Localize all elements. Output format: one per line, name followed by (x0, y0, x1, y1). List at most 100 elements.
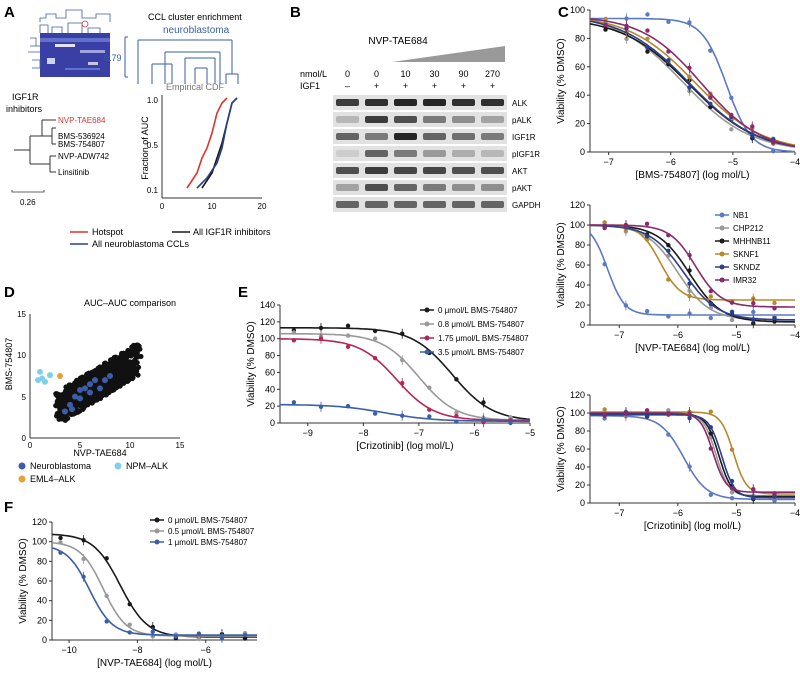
protein-label-0: ALK (512, 99, 528, 108)
y-tick-label: 100 (570, 220, 585, 230)
scatter-xtick-10: 10 (126, 441, 135, 450)
series-line-1 (590, 412, 795, 497)
blot-band-2-3 (423, 133, 446, 140)
legend-neuroblastoma-ccls: All neuroblastoma CCLs (92, 239, 190, 249)
x-tick-label: −8 (132, 645, 142, 655)
x-axis-label: [Crizotinib] (log mol/L) (644, 521, 741, 532)
legend-marker-2 (424, 335, 430, 341)
series-point-5 (772, 306, 777, 311)
x-tick-label: −9 (303, 428, 313, 438)
y-axis-label: Viability (% DMSO) (556, 406, 567, 491)
series-line-2 (51, 547, 257, 636)
x-tick-label: −10 (61, 645, 76, 655)
blot-row-bg-4 (333, 163, 507, 178)
y-axis-label: Viability (% DMSO) (556, 38, 567, 123)
series-point-4 (729, 309, 735, 315)
blot-drug-label: NVP-TAE684 (368, 36, 428, 47)
cdf-ytick-2: 0.5 (147, 141, 159, 150)
series-point-2 (603, 27, 608, 32)
legend-label-3: 3.5 μmol/L BMS-754807 (438, 348, 525, 357)
scatter-point (113, 366, 119, 372)
dose-label-4: 90 (458, 69, 468, 79)
series-point-4 (729, 478, 735, 484)
series-point-5 (729, 112, 734, 118)
series-point-3 (772, 300, 777, 306)
blot-row-bg-0 (333, 95, 507, 110)
scatter-point (124, 350, 130, 356)
series-line-0 (590, 414, 795, 501)
legend-hotspot: Hotspot (92, 227, 124, 237)
legend-marker-2 (154, 539, 160, 545)
scale-value: 0.26 (20, 198, 36, 207)
drug-label-5: Linsitinib (58, 168, 90, 177)
legend-marker-4 (719, 264, 725, 270)
series-point-0 (602, 261, 607, 267)
blot-row-bg-1 (333, 112, 507, 127)
series-point-1 (729, 127, 734, 132)
scatter-neuroblastoma-point-11 (107, 373, 113, 379)
series-point-3 (729, 447, 735, 452)
scatter-point (127, 359, 133, 365)
series-point-3 (644, 237, 650, 242)
series-line-1 (51, 541, 257, 637)
scatter-point (134, 350, 140, 356)
blot-band-4-2 (394, 167, 417, 174)
y-tick-label: 120 (260, 317, 275, 327)
scatter-point (107, 357, 114, 363)
scatter-neuroblastoma-point-3 (82, 385, 88, 392)
scatter-point (127, 366, 133, 372)
dose-plot-e: 0 20 40 60 80 100 120 140 −9 −8 −7 −6 −5 [Crizotinib]… (246, 300, 535, 452)
dose-label-2: 10 (400, 69, 410, 79)
blot-band-4-5 (481, 167, 504, 174)
series-line-4 (590, 224, 796, 321)
x-tick-label: −7 (614, 508, 624, 518)
series-point-1 (291, 330, 297, 335)
series-point-1 (104, 593, 109, 599)
series-point-3 (291, 400, 297, 405)
enrichment-title: CCL cluster enrichment (148, 12, 242, 22)
y-axis-label: Viability (% DMSO) (18, 538, 29, 623)
cdf-xtick-3: 20 (258, 202, 267, 211)
panel-label-e: E (238, 284, 248, 301)
y-tick-label: 60 (575, 444, 585, 454)
scatter-ytick-15: 15 (17, 310, 26, 319)
igf-label-5: + (490, 81, 495, 91)
igf1r-dendrogram: IGF1R inhibitors NVP-TAE684 BMS-536924 B… (6, 92, 110, 207)
series-point-5 (602, 413, 607, 418)
blot-band-4-1 (365, 167, 388, 174)
series-line-5 (589, 18, 796, 147)
blot-band-5-5 (481, 184, 504, 191)
series-point-5 (602, 225, 607, 231)
legend-marker-0 (719, 212, 725, 218)
legend-label-0: NB1 (733, 211, 749, 220)
x-tick-label: −5 (731, 330, 741, 340)
scatter-neuroblastoma-point-7 (77, 395, 83, 402)
drug-label-2: BMS-536924 (58, 132, 105, 141)
x-tick-label: −4 (790, 157, 800, 167)
legend-label-1: CHP212 (733, 224, 764, 233)
scatter-plot: AUC–AUC comparison BMS-754807 NVP-TAE684… (4, 298, 185, 458)
series-point-0 (666, 314, 671, 319)
blot-band-1-4 (452, 116, 475, 123)
protein-label-4: AKT (512, 167, 528, 176)
y-tick-label: 0 (580, 147, 585, 157)
series-point-2 (345, 344, 351, 349)
scatter-y-label: BMS-754807 (4, 338, 14, 391)
dose-plot-f: 0 20 40 60 80 100 120 −10 −8 −6 [NVP-TAE684] (log … (18, 516, 257, 669)
scatter-eml4-alk-point-0 (57, 373, 63, 379)
igf1-label: IGF1 (300, 81, 320, 91)
series-point-3 (508, 420, 513, 426)
drug-label-1: NVP-TAE684 (58, 116, 106, 125)
series-point-2 (58, 550, 63, 555)
series-point-0 (708, 492, 714, 497)
legend-label-0: 0 μmol/L BMS-754807 (438, 306, 518, 315)
dose-gradient-wedge (392, 46, 505, 62)
y-tick-label: 100 (260, 334, 275, 344)
series-point-2 (127, 630, 132, 635)
series-line-5 (590, 412, 795, 493)
series-point-5 (666, 233, 671, 238)
series-point-0 (104, 556, 109, 561)
x-axis-label: [BMS-754807] (log mol/L) (636, 170, 750, 181)
scatter-neuroblastoma-point-10 (102, 377, 108, 384)
legend-marker-3 (424, 349, 430, 355)
